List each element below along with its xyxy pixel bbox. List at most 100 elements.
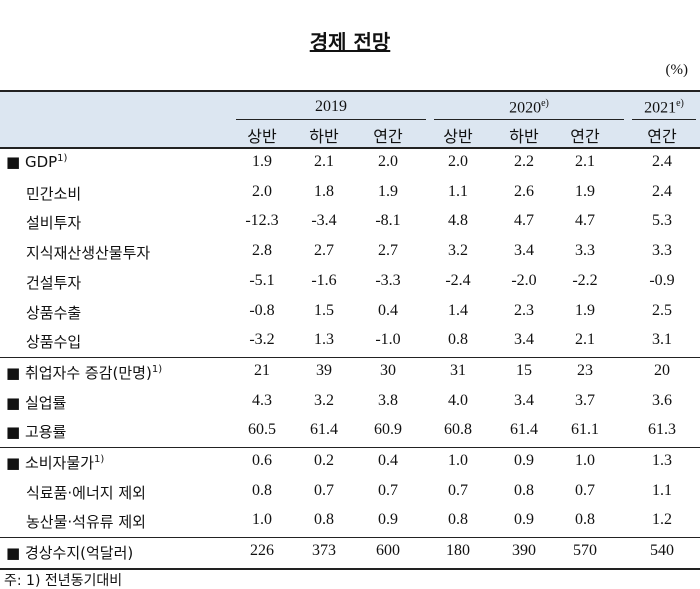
cell-value: -3.4	[311, 212, 337, 230]
cell-value: 3.2	[314, 391, 334, 409]
subheader: 연간	[647, 127, 677, 146]
cell-value: 2.5	[652, 301, 672, 319]
row-label: ■ 취업자수 증감(만명)1)	[6, 363, 163, 382]
cell-value: 61.1	[571, 421, 599, 439]
cell-value: 0.7	[378, 481, 398, 499]
cell-value: -1.0	[375, 331, 401, 349]
row-label: ■ 소비자물가1)	[6, 454, 105, 472]
cell-value: 0.8	[252, 481, 272, 499]
cell-value: 0.7	[575, 481, 595, 499]
cell-value: 1.5	[314, 301, 334, 319]
row-label: 상품수입	[26, 333, 82, 352]
cell-value: 61.4	[310, 421, 338, 439]
cell-value: 1.8	[314, 182, 334, 200]
cell-value: 3.7	[575, 391, 595, 409]
row-note: 1)	[57, 153, 68, 164]
cell-value: 0.9	[514, 452, 534, 469]
cell-value: 0.8	[448, 331, 468, 349]
header-rule	[0, 147, 700, 149]
group-rule	[0, 537, 700, 539]
year-note: e)	[541, 98, 549, 109]
cell-value: -3.3	[375, 271, 401, 289]
cell-value: 23	[577, 361, 593, 379]
cell-value: -3.2	[249, 331, 275, 349]
cell-value: -8.1	[375, 212, 401, 230]
cell-value: 60.5	[248, 421, 276, 439]
year-label: 2019	[315, 98, 347, 115]
subheader: 연간	[373, 127, 403, 146]
cell-value: 0.7	[448, 481, 468, 499]
cell-value: 0.9	[378, 511, 398, 529]
cell-value: 4.7	[575, 212, 595, 230]
cell-value: 1.9	[575, 182, 595, 200]
cell-value: 1.9	[378, 182, 398, 200]
top-rule	[0, 90, 700, 92]
row-note: 1)	[151, 363, 163, 375]
row-label: ■ 실업률	[6, 393, 67, 412]
cell-value: 3.2	[448, 242, 468, 260]
cell-value: -2.4	[445, 271, 471, 289]
cell-value: -0.8	[249, 301, 275, 319]
cell-value: 15	[516, 361, 532, 379]
subheader: 하반	[309, 127, 339, 146]
cell-value: -1.6	[311, 271, 337, 289]
cell-value: 1.2	[652, 511, 672, 529]
cell-value: 4.7	[514, 212, 534, 230]
cell-value: 2.4	[652, 153, 672, 170]
cell-value: 1.1	[652, 481, 672, 499]
subheader: 상반	[443, 127, 473, 146]
cell-value: 390	[512, 542, 536, 560]
cell-value: 0.6	[252, 452, 272, 469]
cell-value: 0.7	[314, 481, 334, 499]
cell-value: 1.4	[448, 301, 468, 319]
cell-value: 226	[250, 542, 274, 560]
unit: (%)	[665, 62, 689, 78]
cell-value: 540	[650, 542, 674, 560]
row-label: 설비투자	[26, 214, 82, 233]
cell-value: 1.9	[252, 153, 272, 170]
cell-value: 4.8	[448, 212, 468, 230]
footnote: 주: 1) 전년동기대비	[4, 573, 123, 589]
subheader: 연간	[570, 127, 600, 146]
cell-value: 0.8	[448, 511, 468, 529]
cell-value: 2.7	[314, 242, 334, 260]
cell-value: -2.2	[572, 271, 598, 289]
cell-value: 373	[312, 542, 336, 560]
cell-value: 4.3	[252, 391, 272, 409]
cell-value: 1.9	[575, 301, 595, 319]
cell-value: 2.1	[575, 331, 595, 349]
row-label: 건설투자	[26, 273, 82, 292]
row-label: 농산물·석유류 제외	[26, 513, 146, 532]
cell-value: 3.3	[652, 242, 672, 260]
row-label: 상품수출	[26, 303, 82, 322]
cell-value: 2.4	[652, 182, 672, 200]
cell-value: -2.0	[511, 271, 537, 289]
year-rule	[236, 119, 426, 120]
subheader: 하반	[509, 127, 539, 146]
cell-value: 4.0	[448, 391, 468, 409]
cell-value: 3.4	[514, 242, 534, 260]
row-label: 민간소비	[26, 184, 82, 203]
cell-value: 600	[376, 542, 400, 560]
cell-value: -0.9	[649, 271, 675, 289]
cell-value: 3.4	[514, 331, 534, 349]
cell-value: 30	[380, 361, 396, 379]
row-label: ■ 경상수지(억달러)	[6, 544, 134, 563]
cell-value: 2.0	[378, 153, 398, 170]
year-rule	[434, 119, 624, 120]
bottom-rule	[0, 567, 700, 570]
cell-value: 2.6	[514, 182, 534, 200]
cell-value: 0.9	[514, 511, 534, 529]
cell-value: 2.3	[514, 301, 534, 319]
cell-value: 2.8	[252, 242, 272, 260]
row-label: 지식재산생산물투자	[26, 244, 151, 263]
cell-value: 3.6	[652, 391, 672, 409]
cell-value: 180	[446, 542, 470, 560]
group-rule	[0, 447, 700, 448]
cell-value: 0.4	[378, 452, 398, 469]
cell-value: 2.1	[575, 153, 595, 170]
cell-value: 1.3	[314, 331, 334, 349]
cell-value: 1.0	[252, 511, 272, 529]
cell-value: 31	[450, 361, 466, 379]
